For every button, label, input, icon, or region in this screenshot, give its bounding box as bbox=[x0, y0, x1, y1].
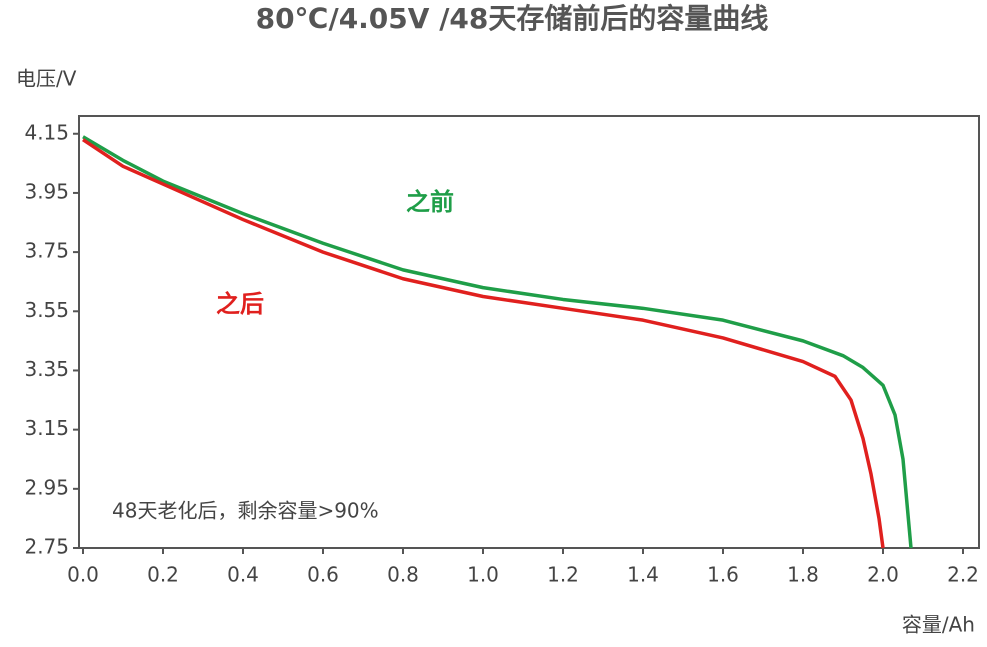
x-tick-label: 0.0 bbox=[67, 563, 99, 587]
y-tick-label: 2.95 bbox=[24, 475, 69, 499]
x-tick-label: 1.6 bbox=[707, 563, 739, 587]
y-tick-label: 3.15 bbox=[24, 416, 69, 440]
x-tick-label: 0.2 bbox=[147, 563, 179, 587]
y-tick-label: 4.15 bbox=[24, 120, 69, 144]
x-tick-label: 0.8 bbox=[387, 563, 419, 587]
x-tick-label: 2.0 bbox=[867, 563, 899, 587]
x-tick-label: 0.6 bbox=[307, 563, 339, 587]
series-label: 之后 bbox=[216, 290, 264, 318]
series-label: 之前 bbox=[406, 188, 454, 216]
x-tick-label: 0.4 bbox=[227, 563, 259, 587]
y-axis-label: 电压/V bbox=[16, 67, 77, 91]
plot-frame bbox=[78, 115, 980, 549]
x-axis-label: 容量/Ah bbox=[902, 613, 975, 637]
annotation: 48天老化后，剩余容量>90% bbox=[112, 499, 379, 523]
x-tick-label: 2.2 bbox=[947, 563, 979, 587]
series-line bbox=[82, 138, 885, 549]
x-tick-label: 1.0 bbox=[467, 563, 499, 587]
series-line bbox=[82, 135, 913, 549]
x-tick-label: 1.4 bbox=[627, 563, 659, 587]
y-tick-label: 3.95 bbox=[24, 179, 69, 203]
x-tick-label: 1.2 bbox=[547, 563, 579, 587]
chart-title: 80℃/4.05V /48天存储前后的容量曲线 bbox=[256, 2, 769, 35]
y-tick-label: 3.75 bbox=[24, 239, 69, 263]
x-tick-label: 1.8 bbox=[787, 563, 819, 587]
y-tick-label: 2.75 bbox=[24, 535, 69, 559]
y-tick-label: 3.35 bbox=[24, 357, 69, 381]
y-tick-label: 3.55 bbox=[24, 298, 69, 322]
